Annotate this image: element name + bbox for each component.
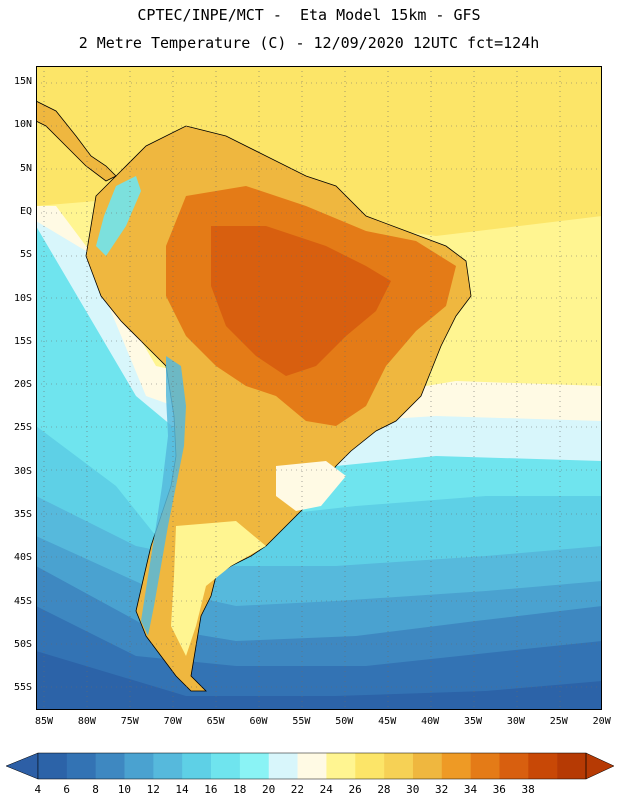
colorbar-tick-label: 30	[406, 783, 420, 796]
colorbar-tick-label: 20	[261, 783, 276, 796]
colorbar-tick-label: 8	[92, 783, 99, 796]
andes-cold-band-south	[141, 356, 186, 636]
lat-tick-label: 55S	[13, 682, 32, 694]
map-subtitle: 2 Metre Temperature (C) - 12/09/2020 12U…	[78, 34, 540, 52]
lat-tick-label: 15N	[13, 76, 32, 87]
colorbar-swatch	[211, 753, 241, 779]
lon-tick-label: 65W	[206, 716, 225, 727]
lat-tick-label: 5N	[19, 162, 32, 174]
lat-tick-label: 35S	[13, 509, 32, 520]
map-title: CPTEC/INPE/MCT - Eta Model 15km - GFS	[137, 6, 481, 24]
hottest-core-region	[211, 226, 391, 376]
colorbar-swatch	[326, 753, 356, 779]
colorbar-tick-label: 34	[463, 783, 478, 796]
lon-tick-label: 55W	[292, 716, 311, 727]
ocean-band-4	[36, 651, 602, 710]
colorbar-swatch	[528, 753, 558, 779]
colorbar-tick-label: 16	[204, 783, 218, 796]
colorbar-swatch	[297, 753, 327, 779]
colorbar-swatch	[412, 753, 443, 779]
colorbar-swatch	[384, 753, 414, 779]
lon-tick-label: 25W	[549, 716, 568, 727]
lon-tick-label: 75W	[120, 716, 139, 727]
lat-tick-label: EQ	[19, 205, 32, 217]
colorbar-swatch	[153, 753, 183, 779]
lon-tick-label: 40W	[421, 716, 440, 727]
colorbar-tick-label: 28	[377, 783, 391, 796]
colorbar-tick-label: 38	[521, 783, 535, 796]
lat-tick-label: 40S	[13, 552, 32, 564]
lat-tick-label: 10S	[13, 292, 32, 304]
colorbar-tick-label: 10	[117, 783, 131, 796]
temperature-map	[36, 66, 602, 710]
colorbar-swatch	[470, 753, 500, 779]
lon-tick-label: 35W	[463, 716, 483, 727]
colorbar-swatch	[239, 753, 270, 779]
colorbar-tick-label: 6	[63, 783, 70, 796]
lat-tick-label: 30S	[13, 465, 32, 477]
lat-tick-label: 20S	[13, 379, 32, 391]
colorbar-swatch	[441, 753, 471, 779]
map-border	[36, 66, 602, 710]
lat-tick-label: 15S	[13, 335, 32, 347]
lat-tick-label: 10N	[13, 119, 32, 131]
colorbar-swatch	[182, 753, 212, 779]
lon-tick-label: 30W	[506, 716, 525, 727]
colorbar-tick-label: 22	[290, 783, 305, 796]
patagonia-cool	[171, 521, 266, 656]
colorbar-tick-label: 36	[492, 783, 506, 796]
colorbar-swatch	[66, 753, 96, 779]
colorbar-swatch	[95, 753, 125, 779]
colorbar-swatch	[355, 753, 385, 779]
lat-tick-label: 25S	[13, 422, 32, 434]
lon-tick-label: 50W	[335, 716, 354, 727]
colorbar-swatch	[557, 753, 587, 779]
colorbar-swatch	[268, 753, 298, 779]
colorbar-overflow-arrow	[585, 752, 615, 780]
colorbar-tick-label: 32	[435, 783, 449, 796]
colorbar-tick-label: 12	[146, 783, 160, 796]
colorbar-underflow-arrow	[5, 752, 39, 780]
lon-tick-label: 85W	[34, 716, 54, 727]
temperature-colorbar	[5, 752, 615, 780]
colorbar-tick-label: 14	[175, 783, 189, 796]
central-america-land	[36, 100, 117, 182]
lon-tick-label: 70W	[163, 716, 182, 727]
colorbar-tick-label: 4	[34, 783, 42, 796]
colorbar-tick-label: 24	[319, 783, 333, 796]
colorbar-swatch	[499, 753, 529, 779]
colorbar-swatch	[38, 753, 68, 779]
lon-tick-label: 20W	[592, 716, 611, 727]
lon-tick-label: 60W	[249, 716, 268, 727]
lat-tick-label: 50S	[13, 638, 32, 650]
lon-tick-label: 45W	[378, 716, 397, 727]
lat-tick-label: 5S	[19, 249, 32, 261]
lon-tick-label: 80W	[77, 716, 96, 727]
colorbar-tick-label: 26	[348, 783, 362, 796]
colorbar-swatch	[124, 753, 154, 779]
cool-uruguay-region	[276, 461, 346, 511]
lat-tick-label: 45S	[13, 595, 32, 607]
colorbar-frame	[37, 752, 587, 780]
colorbar-tick-label: 18	[233, 783, 247, 796]
ocean-band-6	[36, 606, 602, 710]
